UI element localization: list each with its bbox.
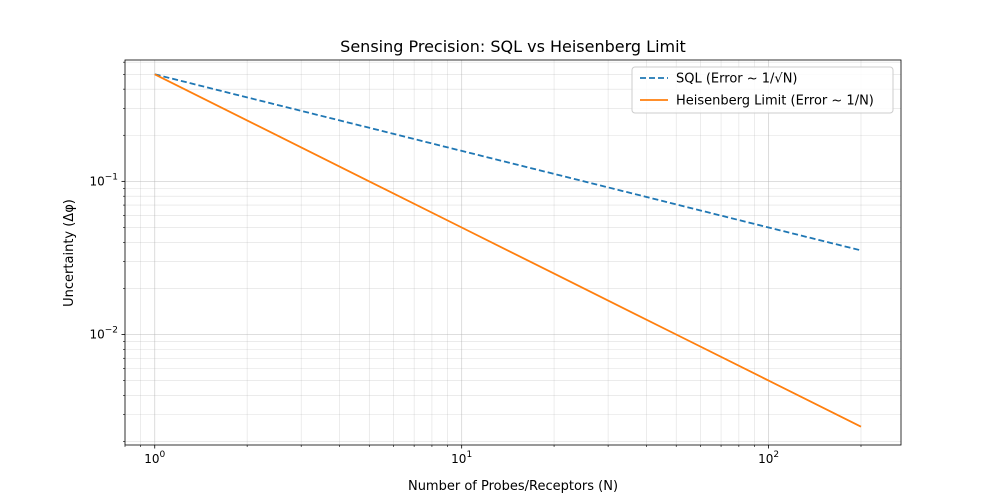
- chart-title: Sensing Precision: SQL vs Heisenberg Lim…: [340, 37, 686, 56]
- y-axis-label: Uncertainty (Δφ): [62, 199, 77, 307]
- legend-label-sql: SQL (Error ~ 1/√N): [676, 72, 798, 87]
- legend: SQL (Error ~ 1/√N) Heisenberg Limit (Err…: [631, 66, 894, 114]
- series-layer: [154, 73, 862, 428]
- legend-box: [631, 66, 894, 114]
- x-axis-label: Number of Probes/Receptors (N): [408, 479, 618, 494]
- legend-label-heisenberg: Heisenberg Limit (Error ~ 1/N): [676, 94, 874, 109]
- x-tick-label: 100: [144, 450, 165, 466]
- x-tick-label: 101: [451, 450, 472, 466]
- plot-frame: [124, 59, 902, 446]
- series-line-sql: [154, 73, 862, 252]
- series-line-heisenberg: [154, 73, 862, 428]
- y-tick-label: 10−1: [89, 172, 118, 188]
- axis-ticks: 100 101 102 10−1 10−2: [89, 61, 862, 466]
- y-tick-label: 10−2: [89, 326, 118, 342]
- x-tick-label: 102: [758, 450, 779, 466]
